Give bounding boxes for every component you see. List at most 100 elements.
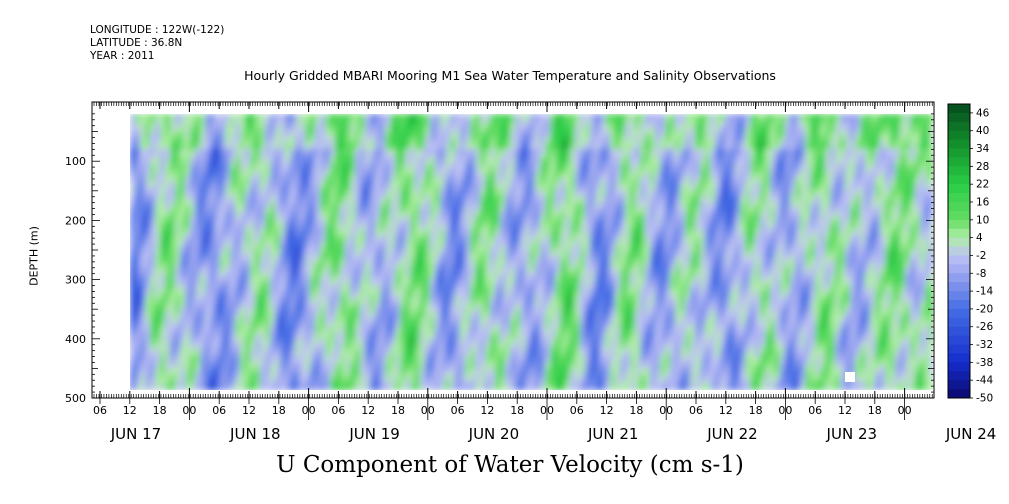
heatmap-cell [460,184,466,190]
heatmap-cell [650,194,656,200]
heatmap-cell [365,189,371,195]
heatmap-cell [145,229,151,235]
heatmap-cell [775,209,781,215]
heatmap-cell [795,134,801,140]
heatmap-cell [640,264,646,270]
heatmap-cell [255,149,261,155]
heatmap-cell [535,149,541,155]
heatmap-cell [595,254,601,260]
heatmap-cell [610,249,616,255]
heatmap-cell [235,159,241,165]
heatmap-cell [540,229,546,235]
heatmap-cell [240,124,246,130]
heatmap-cell [250,189,256,195]
heatmap-cell [700,119,706,125]
heatmap-cell [560,179,566,185]
heatmap-cell [820,239,826,245]
heatmap-cell [480,174,486,180]
heatmap-cell [350,264,356,270]
heatmap-cell [635,149,641,155]
heatmap-cell [250,254,256,260]
heatmap-cell [405,119,411,125]
heatmap-cell [160,119,166,125]
heatmap-cell [910,209,916,215]
heatmap-cell [815,264,821,270]
heatmap-cell [675,194,681,200]
heatmap-cell [440,189,446,195]
heatmap-cell [535,159,541,165]
heatmap-cell [595,224,601,230]
heatmap-cell [305,239,311,245]
heatmap-cell [730,194,736,200]
heatmap-cell [335,154,341,160]
heatmap-cell [475,154,481,160]
heatmap-cell [460,154,466,160]
heatmap-cell [835,139,841,145]
heatmap-cell [170,239,176,245]
heatmap-cell [575,224,581,230]
heatmap-cell [420,179,426,185]
heatmap-cell [255,114,261,120]
heatmap-cell [915,184,921,190]
heatmap-cell [155,254,161,260]
heatmap-cell [570,114,576,120]
heatmap-cell [485,244,491,250]
heatmap-cell [890,204,896,210]
heatmap-cell [925,209,931,215]
heatmap-cell [490,164,496,170]
heatmap-cell [790,114,796,120]
heatmap-cell [245,149,251,155]
heatmap-cell [610,234,616,240]
heatmap-cell [340,179,346,185]
heatmap-cell [150,169,156,175]
heatmap-cell [400,159,406,165]
heatmap-cell [875,209,881,215]
heatmap-cell [450,129,456,135]
heatmap-cell [570,194,576,200]
heatmap-cell [415,194,421,200]
heatmap-cell [570,184,576,190]
heatmap-cell [335,214,341,220]
heatmap-cell [190,259,196,265]
heatmap-cell [630,209,636,215]
heatmap-cell [490,204,496,210]
heatmap-cell [780,244,786,250]
heatmap-cell [505,259,511,265]
heatmap-cell [500,234,506,240]
heatmap-cell [590,244,596,250]
heatmap-cell [225,114,231,120]
heatmap-cell [380,264,386,270]
heatmap-cell [585,174,591,180]
heatmap-cell [205,164,211,170]
heatmap-cell [560,139,566,145]
heatmap-cell [290,189,296,195]
heatmap-cell [585,169,591,175]
heatmap-cell [600,189,606,195]
heatmap-cell [460,244,466,250]
heatmap-cell [835,239,841,245]
heatmap-cell [135,169,141,175]
heatmap-cell [295,159,301,165]
heatmap-cell [200,209,206,215]
heatmap-cell [730,189,736,195]
heatmap-cell [485,239,491,245]
heatmap-cell [610,184,616,190]
heatmap-cell [220,199,226,205]
heatmap-cell [400,194,406,200]
heatmap-cell [460,174,466,180]
heatmap-cell [265,224,271,230]
heatmap-cell [920,189,926,195]
heatmap-cell [515,169,521,175]
heatmap-cell [780,189,786,195]
heatmap-cell [885,139,891,145]
heatmap-cell [810,229,816,235]
heatmap-cell [690,134,696,140]
heatmap-cell [305,264,311,270]
heatmap-cell [785,179,791,185]
heatmap-cell [710,234,716,240]
heatmap-cell [475,199,481,205]
heatmap-cell [905,149,911,155]
heatmap-cell [310,164,316,170]
heatmap-cell [420,174,426,180]
heatmap-cell [405,239,411,245]
